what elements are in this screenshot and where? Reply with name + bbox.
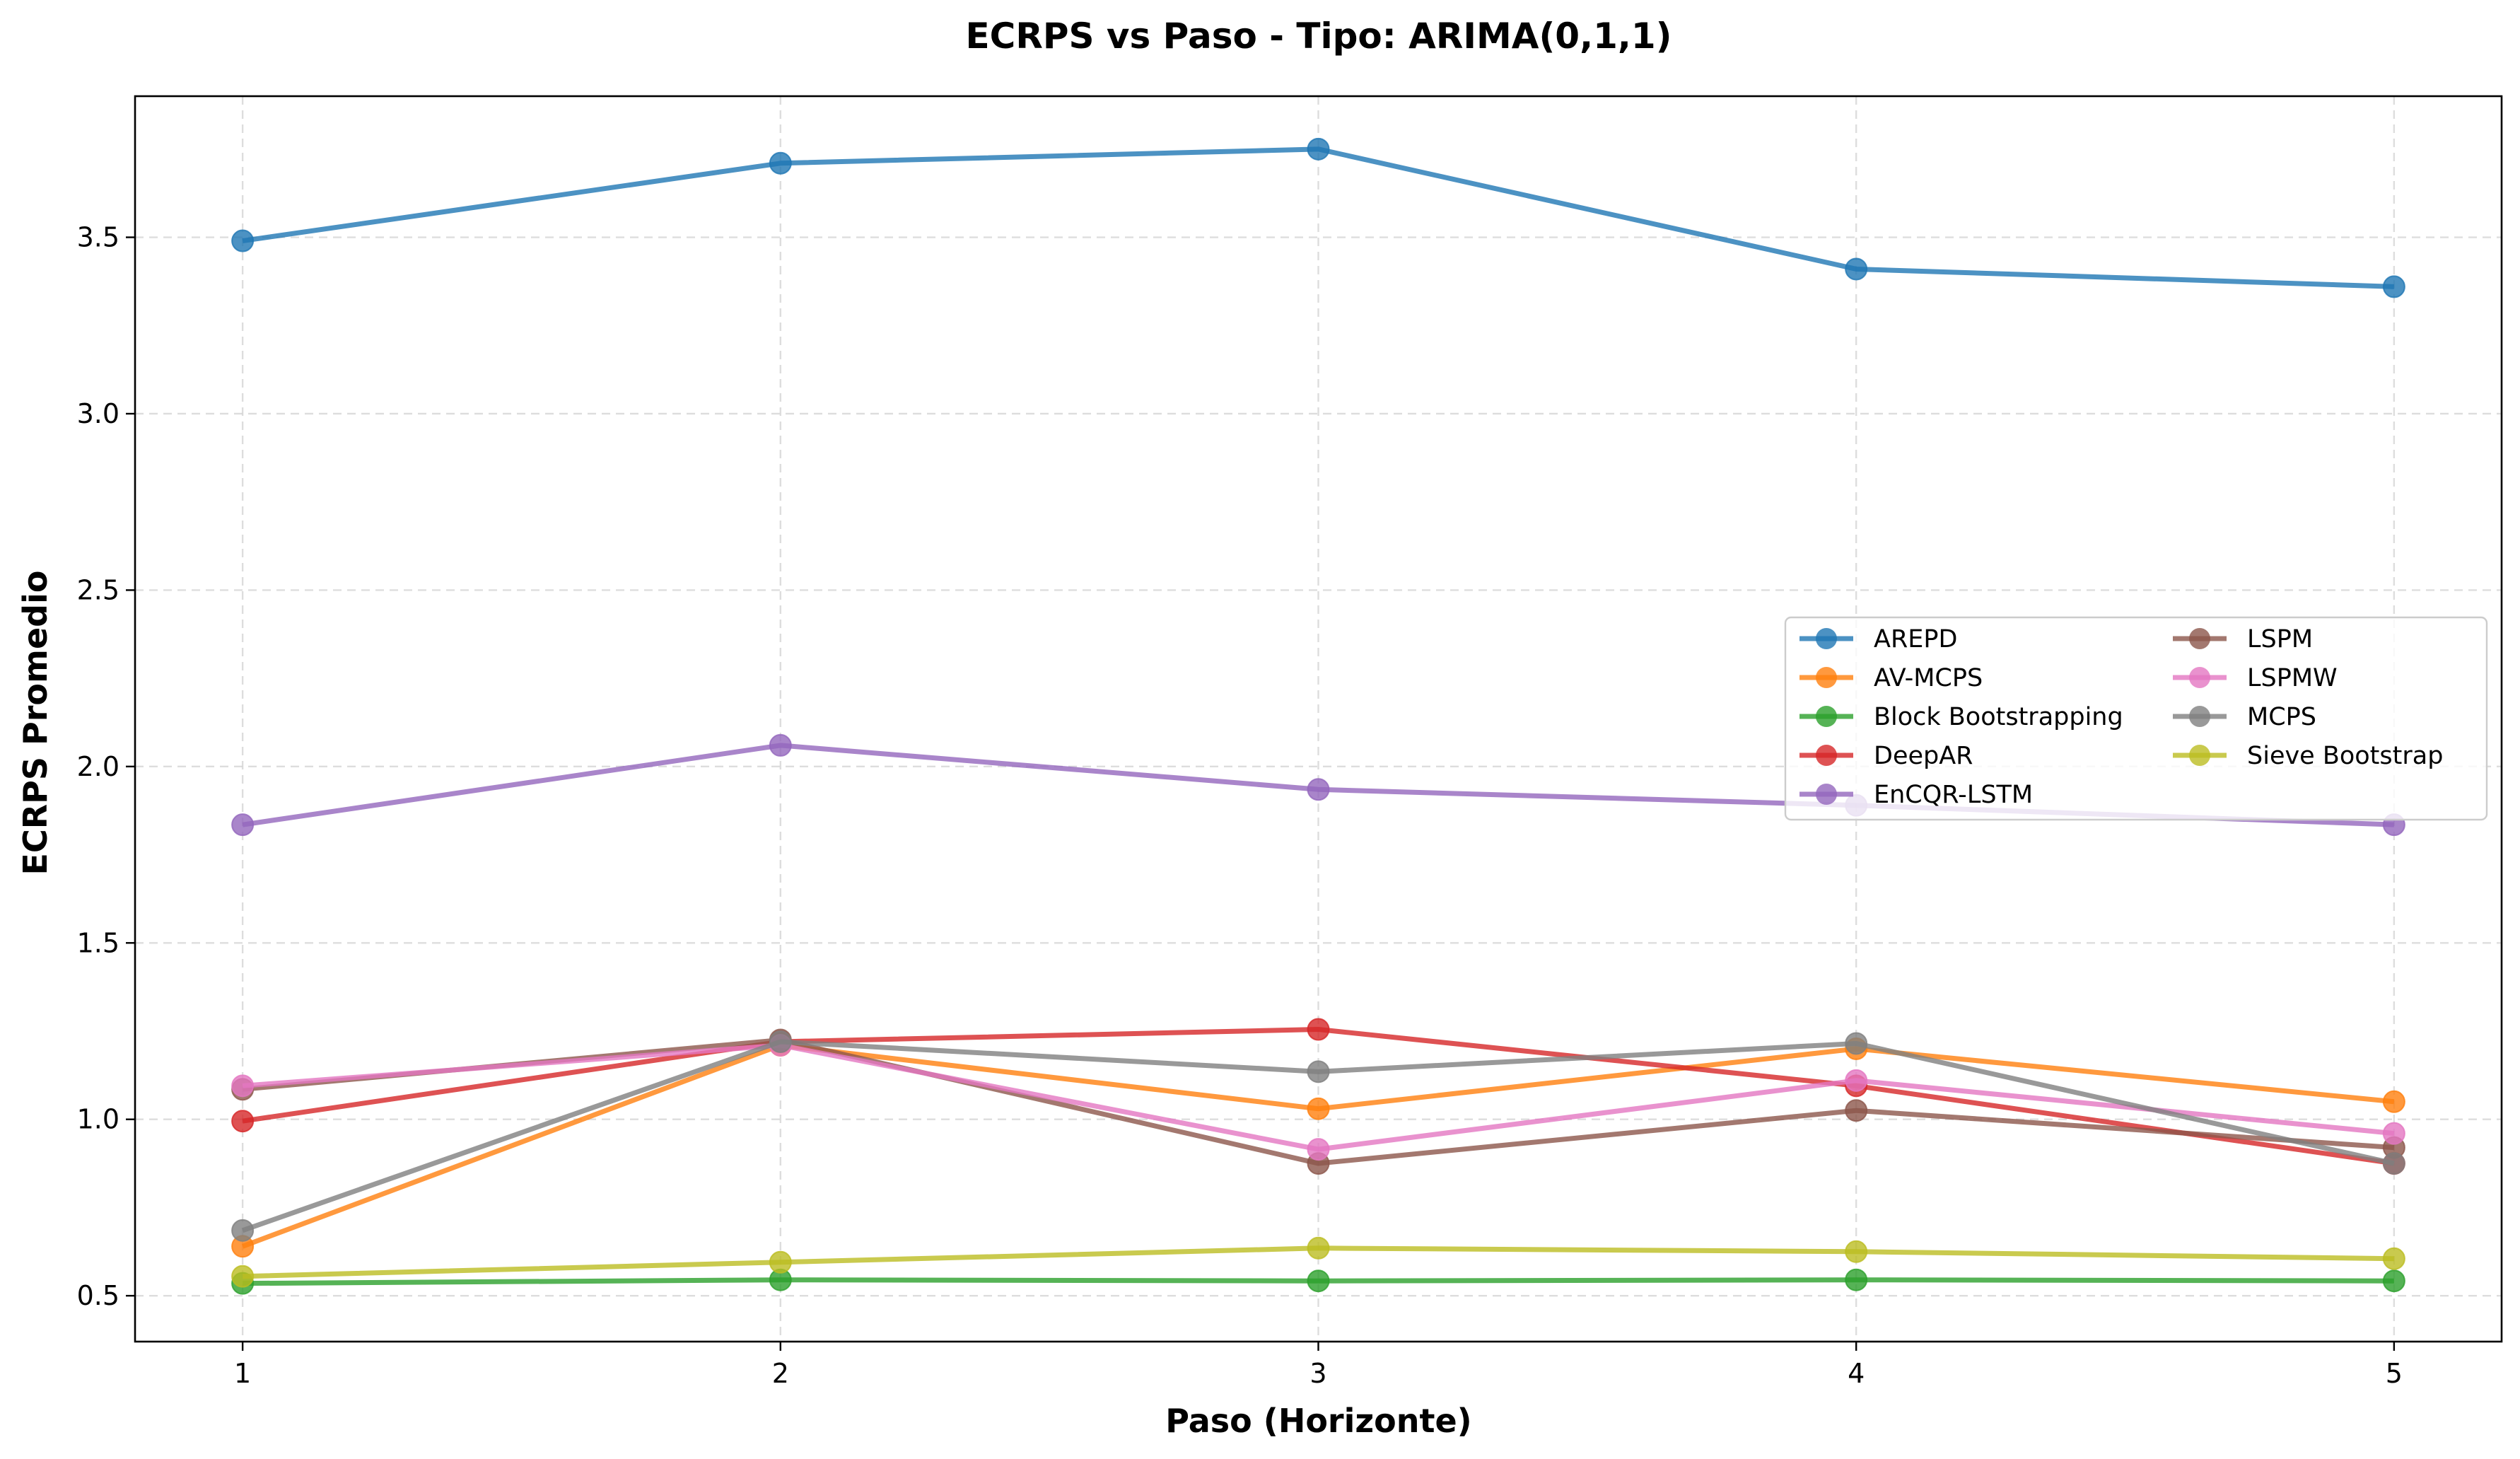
legend-marker	[1816, 628, 1837, 649]
data-point	[231, 1265, 255, 1288]
legend-item: AREPD	[1799, 625, 1957, 653]
data-point	[1307, 1269, 1330, 1293]
legend-marker	[2189, 628, 2210, 649]
legend: AREPD AV-MCPS Block Bootstrapping DeepAR EnC…	[1784, 616, 2488, 821]
data-point	[769, 1250, 792, 1274]
legend-item: DeepAR	[1799, 742, 1973, 770]
series-arepd	[231, 137, 2405, 298]
axes: 1 2 3 4 5 0.5 1.0 1.5 2.0 2.5 3.0 3.5	[77, 222, 2403, 1389]
data-point	[2382, 1122, 2405, 1145]
data-point	[1845, 257, 1868, 281]
series-lines	[231, 137, 2405, 1295]
legend-label: MCPS	[2247, 703, 2316, 731]
x-tick-label: 5	[2386, 1358, 2403, 1389]
x-tick-label: 2	[772, 1358, 789, 1389]
data-point	[1307, 1097, 1330, 1120]
data-point	[1307, 778, 1330, 801]
chart-title: ECRPS vs Paso - Tipo: ARIMA(0,1,1)	[966, 16, 1672, 57]
y-axis-label: ECRPS Promedio	[16, 571, 54, 876]
legend-marker	[1816, 667, 1837, 688]
legend-item: EnCQR-LSTM	[1799, 781, 2033, 809]
legend-item: Block Bootstrapping	[1799, 703, 2123, 731]
data-point	[1307, 1018, 1330, 1041]
data-point	[1307, 1236, 1330, 1260]
data-point	[769, 151, 792, 175]
legend-marker	[1816, 745, 1837, 766]
x-axis-label: Paso (Horizonte)	[1165, 1402, 1471, 1440]
legend-label: Sieve Bootstrap	[2247, 742, 2443, 770]
data-point	[2382, 1090, 2405, 1113]
y-tick-label: 2.5	[77, 574, 119, 605]
x-tick-label: 1	[234, 1358, 251, 1389]
legend-label: AV-MCPS	[1874, 664, 1983, 692]
data-point	[1845, 1032, 1868, 1055]
legend-marker	[2189, 745, 2210, 766]
data-point	[231, 229, 255, 252]
legend-box	[1784, 616, 2488, 821]
x-tick-label: 3	[1309, 1358, 1326, 1389]
data-point	[1307, 1060, 1330, 1083]
series-sieve-bootstrap	[231, 1236, 2405, 1288]
data-point	[1845, 1240, 1868, 1263]
legend-label: AREPD	[1874, 625, 1957, 653]
data-point	[1307, 137, 1330, 161]
y-tick-label: 3.5	[77, 222, 119, 253]
data-point	[231, 1219, 255, 1242]
legend-item: LSPMW	[2173, 664, 2338, 692]
legend-label: Block Bootstrapping	[1874, 703, 2123, 731]
data-point	[2382, 1269, 2405, 1293]
series-mcps	[231, 1030, 2405, 1242]
legend-label: LSPM	[2247, 625, 2313, 653]
legend-label: DeepAR	[1874, 742, 1973, 770]
legend-label: LSPMW	[2247, 664, 2338, 692]
x-tick-label: 4	[1848, 1358, 1865, 1389]
data-point	[2382, 1247, 2405, 1270]
data-point	[769, 733, 792, 757]
data-point	[1307, 1138, 1330, 1161]
y-tick-label: 2.0	[77, 751, 119, 782]
legend-marker	[2189, 706, 2210, 727]
y-tick-label: 3.0	[77, 398, 119, 429]
data-point	[2382, 275, 2405, 298]
legend-item: Sieve Bootstrap	[2173, 742, 2443, 770]
data-point	[2382, 1152, 2405, 1175]
y-tick-label: 0.5	[77, 1280, 119, 1311]
data-point	[231, 813, 255, 837]
legend-item: MCPS	[2173, 703, 2316, 731]
legend-item: AV-MCPS	[1799, 664, 1983, 692]
y-tick-label: 1.5	[77, 927, 119, 958]
data-point	[1845, 1099, 1868, 1122]
legend-marker	[2189, 667, 2210, 688]
data-point	[231, 1110, 255, 1133]
legend-label: EnCQR-LSTM	[1874, 781, 2033, 809]
legend-marker	[1816, 706, 1837, 727]
data-point	[769, 1030, 792, 1053]
legend-item: LSPM	[2173, 625, 2313, 653]
series-block-bootstrapping	[231, 1268, 2405, 1295]
legend-marker	[1816, 784, 1837, 805]
data-point	[231, 1074, 255, 1098]
data-point	[1845, 1268, 1868, 1291]
data-point	[1845, 1069, 1868, 1092]
y-tick-label: 1.0	[77, 1104, 119, 1135]
